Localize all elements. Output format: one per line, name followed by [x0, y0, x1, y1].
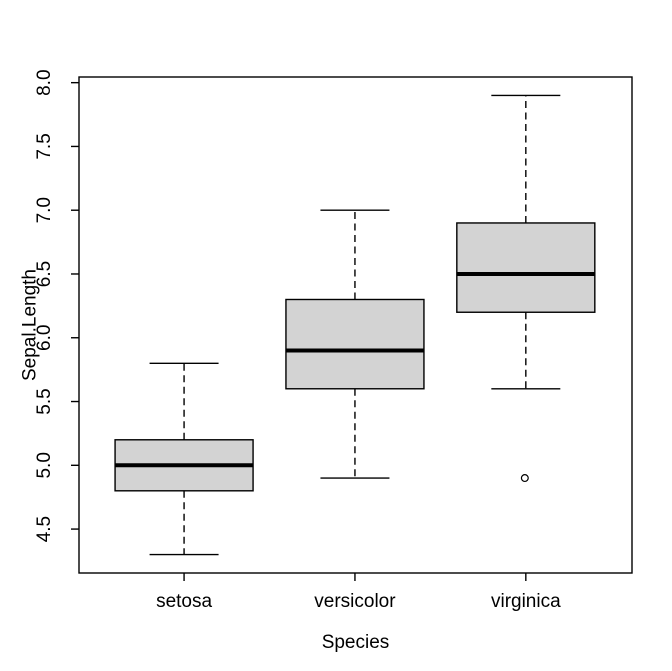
- box-versicolor: [285, 298, 425, 390]
- y-axis-tick-label: 7.0: [34, 197, 55, 223]
- x-axis-tick-label: virginica: [491, 591, 561, 612]
- x-axis-tick-label: setosa: [156, 591, 212, 612]
- y-axis-title: Sepal.Length: [19, 269, 41, 381]
- outlier-point-virginica: [520, 474, 529, 483]
- y-axis-tick-label: 4.5: [34, 516, 55, 542]
- y-axis-tick-label: 6.0: [34, 325, 55, 351]
- y-axis-tick-label: 5.0: [34, 452, 55, 478]
- x-axis-tick-label: versicolor: [314, 591, 396, 612]
- y-axis-tick-label: 6.5: [34, 261, 55, 287]
- box-virginica: [456, 222, 596, 313]
- x-axis-title: Species: [321, 632, 390, 653]
- y-axis-tick-label: 8.0: [34, 69, 55, 95]
- y-axis-tick-label: 7.5: [34, 133, 55, 159]
- y-axis-tick-label: 5.5: [34, 388, 55, 414]
